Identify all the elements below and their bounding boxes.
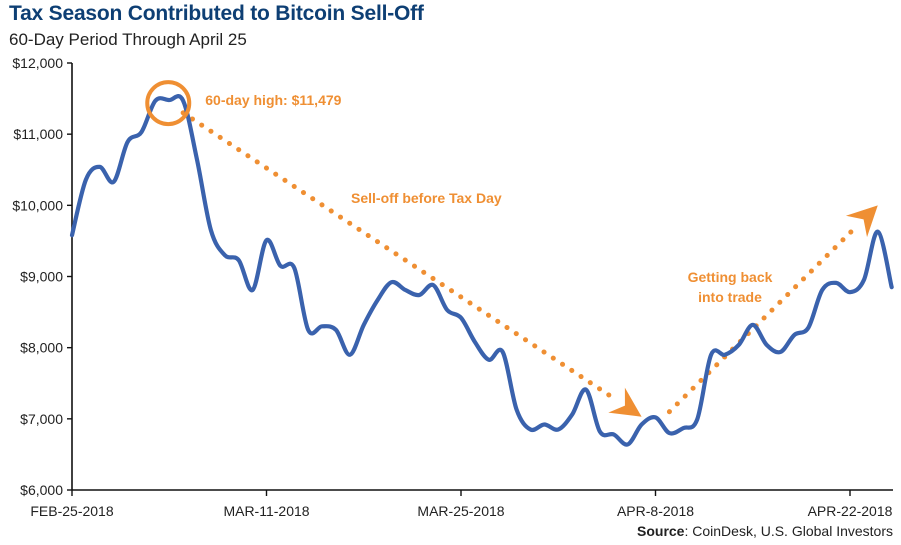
high-marker-circle [145, 80, 192, 127]
x-tick-label: MAR-11-2018 [223, 503, 309, 519]
x-tick-label: FEB-25-2018 [30, 503, 113, 519]
annotation-arrow-line [180, 110, 620, 403]
x-tick-label: APR-22-2018 [808, 503, 893, 519]
y-tick-label: $11,000 [13, 126, 63, 142]
source-note: Source: CoinDesk, U.S. Global Investors [637, 523, 893, 539]
series-line-bitcoin [69, 94, 894, 447]
x-tick-label: MAR-25-2018 [417, 503, 504, 519]
x-axis: FEB-25-2018 MAR-11-2018 MAR-25-2018 APR-8-2… [30, 489, 893, 519]
marker-group [145, 80, 192, 127]
chart-title: Tax Season Contributed to Bitcoin Sell-O… [9, 2, 424, 25]
annotation-getting-back: into trade [698, 289, 762, 305]
annotation-getting-back: Getting back [688, 269, 773, 285]
source-label: Source [637, 523, 685, 539]
annotation-60-day-high: 60-day high: $11,479 [205, 92, 341, 108]
y-tick-label: $9,000 [20, 269, 63, 285]
y-tick-label: $6,000 [20, 482, 63, 498]
annotation-sell-off: Sell-off before Tax Day [351, 190, 502, 206]
y-tick-label: $12,000 [12, 55, 63, 71]
y-tick-label: $10,000 [12, 197, 63, 213]
y-tick-label: $7,000 [20, 411, 63, 427]
source-text: : CoinDesk, U.S. Global Investors [684, 523, 893, 539]
annotation-arrow-head [845, 205, 878, 238]
chart-subtitle: 60-Day Period Through April 25 [9, 30, 247, 49]
y-tick-label: $8,000 [20, 340, 63, 356]
x-tick-label: APR-8-2018 [617, 503, 694, 519]
annotation-arrow-head [608, 387, 642, 417]
y-axis: $6,000 $7,000 $8,000 $9,000 $10,000 $11,000 $1… [12, 55, 73, 498]
annotations: 60-day high: $11,479 Sell-off before Tax … [180, 92, 878, 417]
series-group [69, 94, 894, 447]
annotation-arrow-line [666, 223, 859, 415]
